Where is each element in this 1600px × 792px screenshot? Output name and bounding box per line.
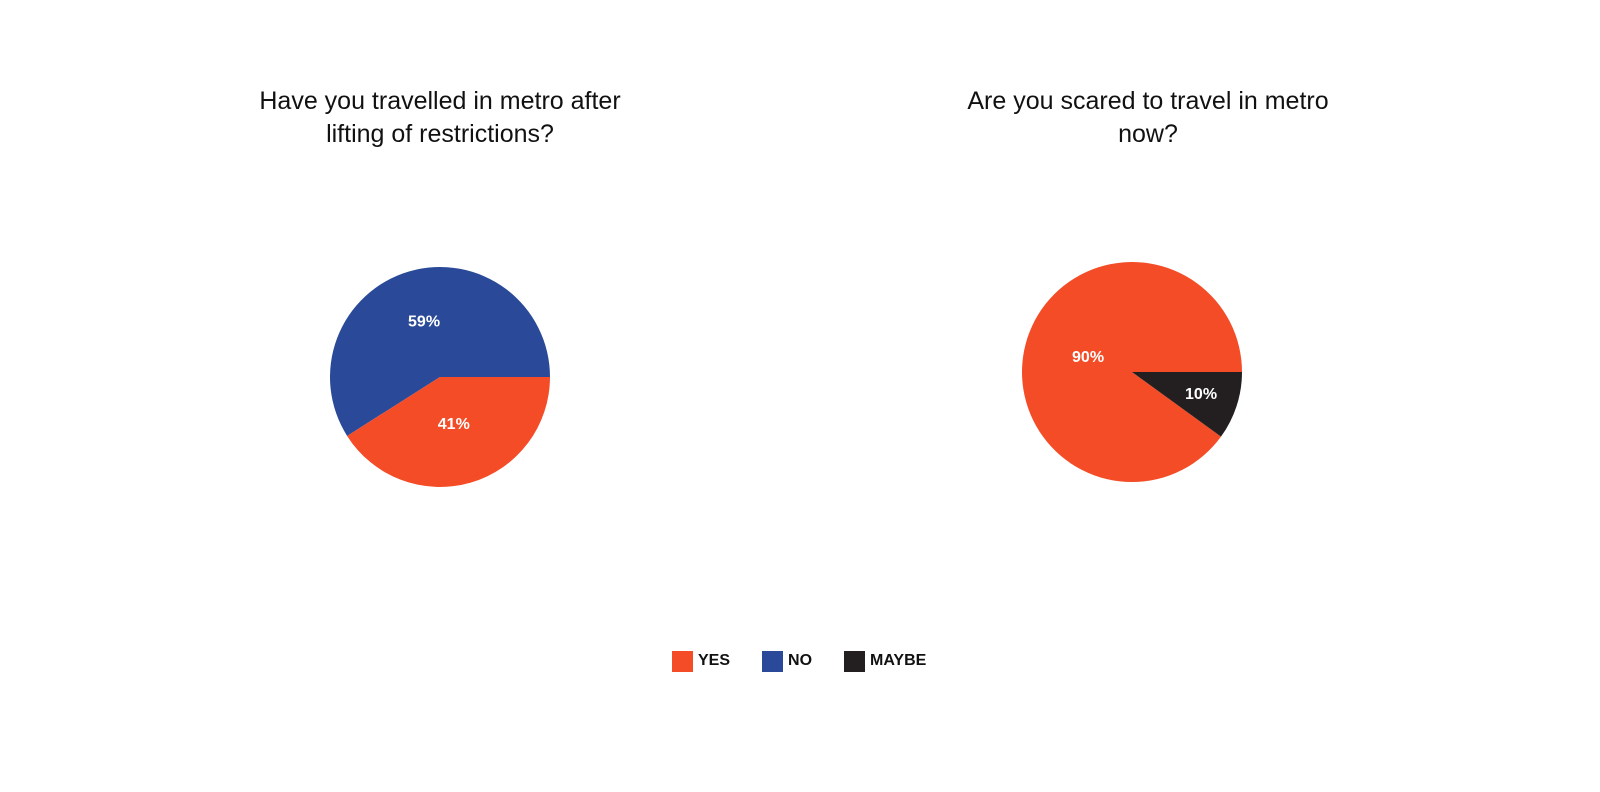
- slice-label-yes: 90%: [1072, 349, 1104, 366]
- slice-label-no: 59%: [408, 314, 440, 331]
- chart-title-scared: Are you scared to travel in metro now?: [967, 87, 1329, 148]
- pie-slice-maybe: [1132, 372, 1242, 437]
- pie-slice-no: [329, 266, 550, 436]
- slice-label-yes: 41%: [438, 416, 470, 433]
- legend-swatch-no: [762, 650, 784, 672]
- legend-label-yes: YES: [698, 652, 731, 669]
- pie-chart-scared: 90% 10%: [1022, 262, 1242, 482]
- legend-item-maybe: MAYBE: [844, 650, 927, 672]
- legend-swatch-maybe: [844, 650, 866, 672]
- legend-swatch-yes: [672, 650, 693, 672]
- legend-item-yes: YES: [672, 650, 731, 672]
- chart-title-travelled: Have you travelled in metro after liftin…: [259, 87, 621, 148]
- legend: YES NO MAYBE: [672, 650, 926, 672]
- legend-label-no: NO: [788, 652, 813, 669]
- legend-label-maybe: MAYBE: [870, 652, 927, 669]
- pie-chart-travelled: 59% 41%: [329, 266, 550, 487]
- pie-slice-yes: [347, 377, 550, 487]
- slice-label-maybe: 10%: [1185, 386, 1217, 403]
- legend-item-no: NO: [762, 650, 813, 672]
